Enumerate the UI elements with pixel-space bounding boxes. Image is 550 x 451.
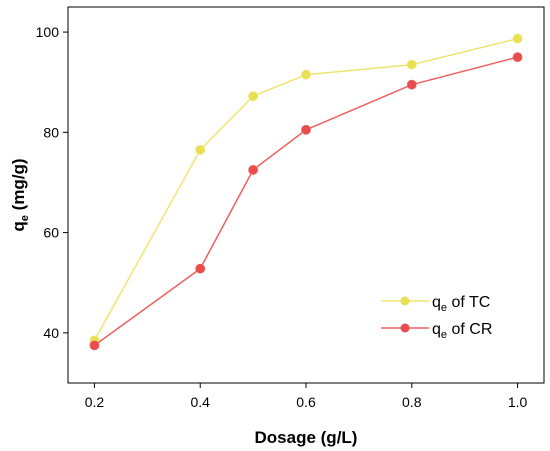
series-line-tc (93, 37, 518, 341)
x-tick-label: 0.6 (296, 394, 316, 410)
legend: qe of TC qe of CR (381, 294, 492, 341)
series-line-cr (93, 56, 518, 347)
data-point-tc (301, 69, 311, 80)
y-tick-label: 40 (43, 325, 59, 341)
data-point-cr (301, 124, 311, 135)
y-axis-title: qe (mg/g) (9, 158, 31, 231)
legend-marker-cr (400, 323, 410, 333)
x-tick-label: 1.0 (508, 394, 528, 410)
data-point-tc (195, 144, 206, 155)
x-axis-title: Dosage (g/L) (255, 428, 358, 447)
data-point-cr (89, 340, 100, 351)
legend-label-tc-sub: e (441, 302, 447, 314)
x-tick-label: 0.8 (402, 394, 422, 410)
legend-label-tc-main: q (432, 294, 441, 311)
y-axis-title-main: q (9, 221, 28, 231)
data-point-tc (248, 91, 259, 102)
legend-item-tc: qe of TC (381, 294, 490, 314)
legend-label-cr-main: q (432, 321, 441, 338)
data-point-cr (406, 79, 417, 90)
data-point-cr (248, 165, 259, 175)
y-axis-title-subscript: e (19, 215, 31, 221)
y-axis-title-unit: (mg/g) (9, 158, 28, 215)
legend-label-cr: qe of CR (432, 321, 492, 341)
data-point-tc (512, 33, 523, 44)
x-tick-label: 0.2 (85, 394, 105, 410)
data-point-cr (195, 263, 206, 274)
legend-marker-tc (400, 296, 410, 306)
data-point-cr (512, 52, 523, 63)
y-tick-label: 80 (43, 124, 59, 140)
x-axis: 0.2 0.4 0.6 0.8 1.0 (85, 383, 528, 410)
series-layer (89, 33, 523, 351)
legend-item-cr: qe of CR (381, 321, 492, 341)
y-tick-label: 100 (36, 24, 60, 40)
x-tick-label: 0.4 (190, 394, 210, 410)
legend-label-tc-rest: of TC (447, 294, 490, 311)
data-point-tc (406, 59, 417, 70)
legend-label-cr-rest: of CR (447, 321, 492, 338)
y-tick-label: 60 (43, 225, 59, 241)
y-axis: 40 60 80 100 (36, 24, 68, 341)
legend-label-cr-sub: e (441, 329, 447, 341)
legend-label-tc: qe of TC (432, 294, 490, 314)
